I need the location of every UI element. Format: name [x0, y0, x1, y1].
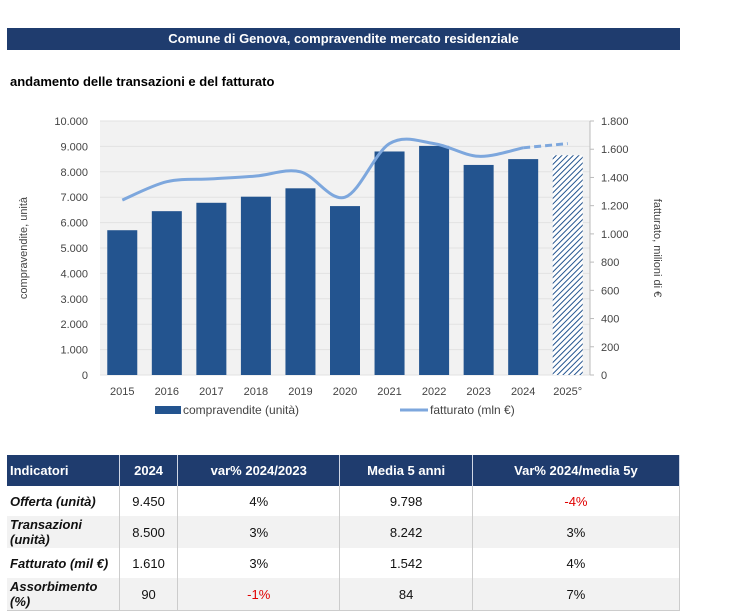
x-tick-label: 2016	[155, 386, 179, 398]
bar-2018	[240, 196, 271, 375]
x-tick-label: 2018	[244, 386, 268, 398]
report-title: Comune di Genova, compravendite mercato …	[7, 28, 680, 50]
x-tick-label: 2022	[422, 386, 446, 398]
table-cell: -1%	[177, 578, 341, 611]
column-header: Indicatori	[7, 455, 120, 486]
y-tick-label: 7.000	[60, 192, 88, 204]
x-tick-label: 2023	[466, 386, 490, 398]
table-row: Transazioni (unità) 8.500 3% 8.242 3%	[7, 516, 681, 548]
table-cell: Fatturato (mil €)	[7, 548, 120, 578]
table-cell: 9.450	[119, 486, 179, 516]
x-tick-label: 2015	[110, 386, 134, 398]
x-tick-label: 2020	[333, 386, 357, 398]
y-tick-label: 1.000	[60, 345, 88, 357]
fatturato-line	[121, 137, 524, 202]
x-tick-label: 2021	[377, 386, 401, 398]
y2-tick-label: 1.600	[601, 144, 629, 156]
table-cell: 4%	[177, 486, 341, 516]
y-axis-label: compravendite, unità	[18, 196, 30, 299]
table-cell: 9.798	[339, 486, 473, 516]
bar-2015	[107, 230, 138, 375]
column-header: Var% 2024/media 5y	[472, 455, 681, 486]
table-cell: 8.500	[119, 516, 179, 548]
y-tick-label: 8.000	[60, 167, 88, 179]
y2-tick-label: 600	[601, 285, 619, 297]
x-tick-label: 2025°	[553, 386, 582, 398]
column-header: 2024	[119, 455, 179, 486]
y-tick-label: 9.000	[60, 141, 88, 153]
chart-subtitle: andamento delle transazioni e del fattur…	[10, 74, 275, 89]
table-row: Assorbimento (%) 90 -1% 84 7%	[7, 578, 681, 611]
bar-2020	[330, 206, 360, 375]
x-tick-label: 2024	[511, 386, 535, 398]
table-cell: 3%	[177, 516, 341, 548]
table-row: Fatturato (mil €) 1.610 3% 1.542 4%	[7, 548, 681, 578]
x-tick-label: 2019	[288, 386, 312, 398]
y2-tick-label: 1.400	[601, 172, 629, 184]
table-cell: 1.542	[339, 548, 473, 578]
table-cell: 90	[119, 578, 179, 611]
y-tick-label: 5.000	[60, 243, 88, 255]
table-cell: 3%	[177, 548, 341, 578]
fatturato-line-forecast	[523, 142, 568, 150]
y-tick-label: 0	[82, 370, 88, 382]
bar-2022	[419, 145, 450, 375]
y2-tick-label: 200	[601, 342, 619, 354]
column-header: Media 5 anni	[339, 455, 473, 486]
column-header: var% 2024/2023	[177, 455, 341, 486]
table-cell: 4%	[472, 548, 681, 578]
bar-2024	[508, 159, 539, 375]
legend-bar-label: compravendite (unità)	[183, 403, 299, 417]
y2-tick-label: 800	[601, 257, 619, 269]
y2-tick-label: 1.200	[601, 201, 629, 213]
y2-tick-label: 1.800	[601, 116, 629, 128]
bar-2016	[151, 211, 182, 375]
combo-chart: 0 1.000 2.000 3.000 4.000 5.000 6.000 7.000 8.00…	[18, 116, 663, 417]
x-tick-label: 2017	[199, 386, 223, 398]
table-cell: Assorbimento (%)	[7, 578, 120, 611]
y-tick-label: 10.000	[54, 116, 88, 128]
table-cell: Transazioni (unità)	[7, 516, 120, 548]
bar-2017	[196, 202, 227, 375]
table-cell: 3%	[472, 516, 681, 548]
y2-tick-label: 0	[601, 370, 607, 382]
table-cell: Offerta (unità)	[7, 486, 120, 516]
y-tick-label: 6.000	[60, 218, 88, 230]
table-cell: 8.242	[339, 516, 473, 548]
y2-axis-label: fatturato, milioni di €	[651, 199, 663, 297]
table-cell: -4%	[472, 486, 681, 516]
table-cell: 7%	[472, 578, 681, 611]
bar-2023	[463, 164, 494, 375]
bar-2019	[285, 188, 316, 375]
y2-tick-label: 400	[601, 314, 619, 326]
indicators-table: Indicatori 2024 var% 2024/2023 Media 5 anni…	[7, 455, 681, 611]
table-row: Offerta (unità) 9.450 4% 9.798 -4%	[7, 486, 681, 516]
y-tick-label: 3.000	[60, 294, 88, 306]
legend-line-label: fatturato (mln €)	[430, 403, 515, 417]
table-cell: 1.610	[119, 548, 179, 578]
bar-2021	[374, 151, 405, 375]
y-tick-label: 4.000	[60, 268, 88, 280]
table-cell: 84	[339, 578, 473, 611]
y2-tick-label: 1.000	[601, 229, 629, 241]
legend-bar-swatch	[155, 406, 181, 414]
bar-2025°	[552, 155, 583, 375]
y-tick-label: 2.000	[60, 319, 88, 331]
